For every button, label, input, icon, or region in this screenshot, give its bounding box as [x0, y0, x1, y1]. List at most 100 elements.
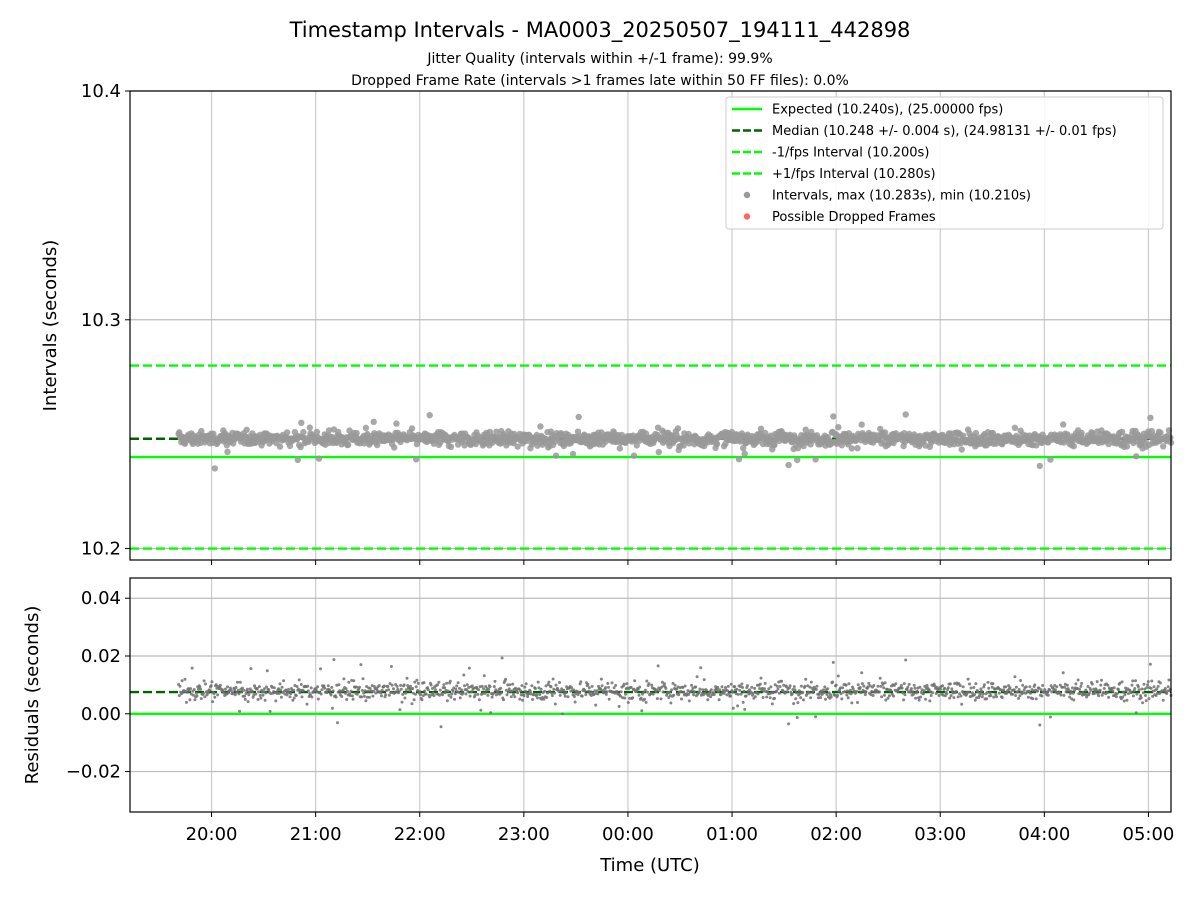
time-x-ticks: 20:00 21:00 22:00 23:00 00:00 01:00 02:00 03:00…	[186, 560, 1175, 845]
residual-point	[1107, 695, 1111, 699]
residual-point	[1062, 693, 1066, 697]
residual-point	[1024, 685, 1028, 689]
interval-point	[1060, 421, 1067, 428]
residual-point	[906, 685, 910, 689]
residual-point	[184, 700, 188, 704]
interval-point	[858, 421, 865, 428]
residual-point	[272, 686, 276, 690]
interval-point	[813, 432, 821, 439]
residual-point	[489, 711, 493, 715]
residual-point	[931, 691, 935, 695]
residual-point	[262, 687, 266, 691]
residual-point	[1146, 680, 1150, 684]
residual-point	[178, 684, 182, 688]
residual-point	[753, 695, 757, 699]
residual-point	[448, 679, 452, 683]
residual-point	[736, 704, 740, 708]
residual-point	[414, 692, 417, 696]
residual-point	[445, 681, 449, 685]
residual-point	[279, 688, 283, 692]
residual-point	[809, 680, 813, 684]
residual-point	[986, 680, 990, 684]
residual-point	[1118, 681, 1122, 685]
residual-point	[285, 693, 289, 697]
residual-point	[969, 686, 973, 690]
residual-point	[751, 691, 755, 695]
residual-point	[278, 682, 282, 686]
residual-point	[1122, 699, 1126, 703]
residual-point	[343, 691, 347, 695]
residual-point	[477, 698, 481, 702]
interval-point	[306, 424, 313, 431]
residual-point	[234, 686, 238, 689]
residual-point	[741, 700, 745, 704]
residual-point	[687, 699, 691, 703]
residual-point	[1089, 688, 1093, 692]
residual-point	[367, 695, 371, 699]
residual-point	[628, 696, 632, 700]
residual-point	[780, 679, 784, 683]
residual-point	[792, 702, 796, 706]
residual-point	[840, 697, 844, 701]
residual-point	[1111, 689, 1115, 693]
interval-point	[771, 441, 778, 448]
residual-point	[288, 695, 292, 699]
residual-point	[216, 693, 220, 697]
residual-point	[639, 696, 643, 700]
residual-point	[867, 681, 871, 685]
residual-point	[1000, 696, 1004, 699]
residual-point	[486, 693, 490, 697]
residual-point	[1037, 686, 1041, 690]
residual-point	[254, 692, 258, 696]
residual-point	[450, 692, 454, 696]
residual-point	[860, 671, 864, 675]
residual-point	[982, 683, 986, 687]
residual-point	[701, 688, 705, 692]
interval-point	[1011, 424, 1019, 431]
residual-point	[360, 695, 364, 699]
residual-point	[214, 683, 218, 687]
residual-point	[470, 684, 474, 688]
residual-point	[519, 689, 522, 693]
residual-point	[607, 697, 611, 701]
residual-point	[718, 688, 722, 692]
residual-point	[862, 684, 866, 688]
residual-point	[981, 692, 985, 696]
residual-point	[937, 694, 941, 697]
residual-point	[545, 696, 549, 699]
interval-point	[370, 418, 377, 425]
residual-point	[997, 691, 1001, 695]
residual-point	[400, 700, 404, 704]
residual-point	[699, 666, 703, 670]
residual-point	[695, 675, 699, 679]
residual-point	[1137, 688, 1141, 692]
residual-point	[562, 688, 566, 692]
residual-point	[1123, 693, 1127, 697]
interval-point	[393, 420, 400, 427]
interval-point	[838, 442, 845, 449]
residual-point	[863, 693, 867, 697]
residual-point	[980, 695, 984, 699]
residual-point	[1120, 680, 1124, 684]
x-tick-label: 04:00	[1018, 824, 1070, 845]
interval-point	[785, 461, 792, 469]
residual-point	[233, 688, 237, 692]
interval-point	[300, 428, 307, 436]
residual-point	[914, 696, 918, 700]
residual-point	[531, 698, 535, 701]
residual-point	[480, 684, 484, 688]
residual-point	[735, 687, 739, 691]
residual-point	[390, 683, 394, 687]
residual-point	[470, 690, 474, 694]
residual-point	[967, 690, 971, 694]
interval-point	[740, 444, 747, 452]
residual-point	[868, 684, 872, 688]
residual-point	[729, 682, 733, 686]
residual-point	[952, 696, 956, 700]
residual-point	[912, 692, 915, 696]
residual-point	[797, 689, 801, 693]
x-tick-label: 05:00	[1123, 824, 1175, 845]
residual-point	[1117, 688, 1120, 692]
residual-point	[291, 698, 295, 702]
residual-point	[372, 685, 376, 688]
